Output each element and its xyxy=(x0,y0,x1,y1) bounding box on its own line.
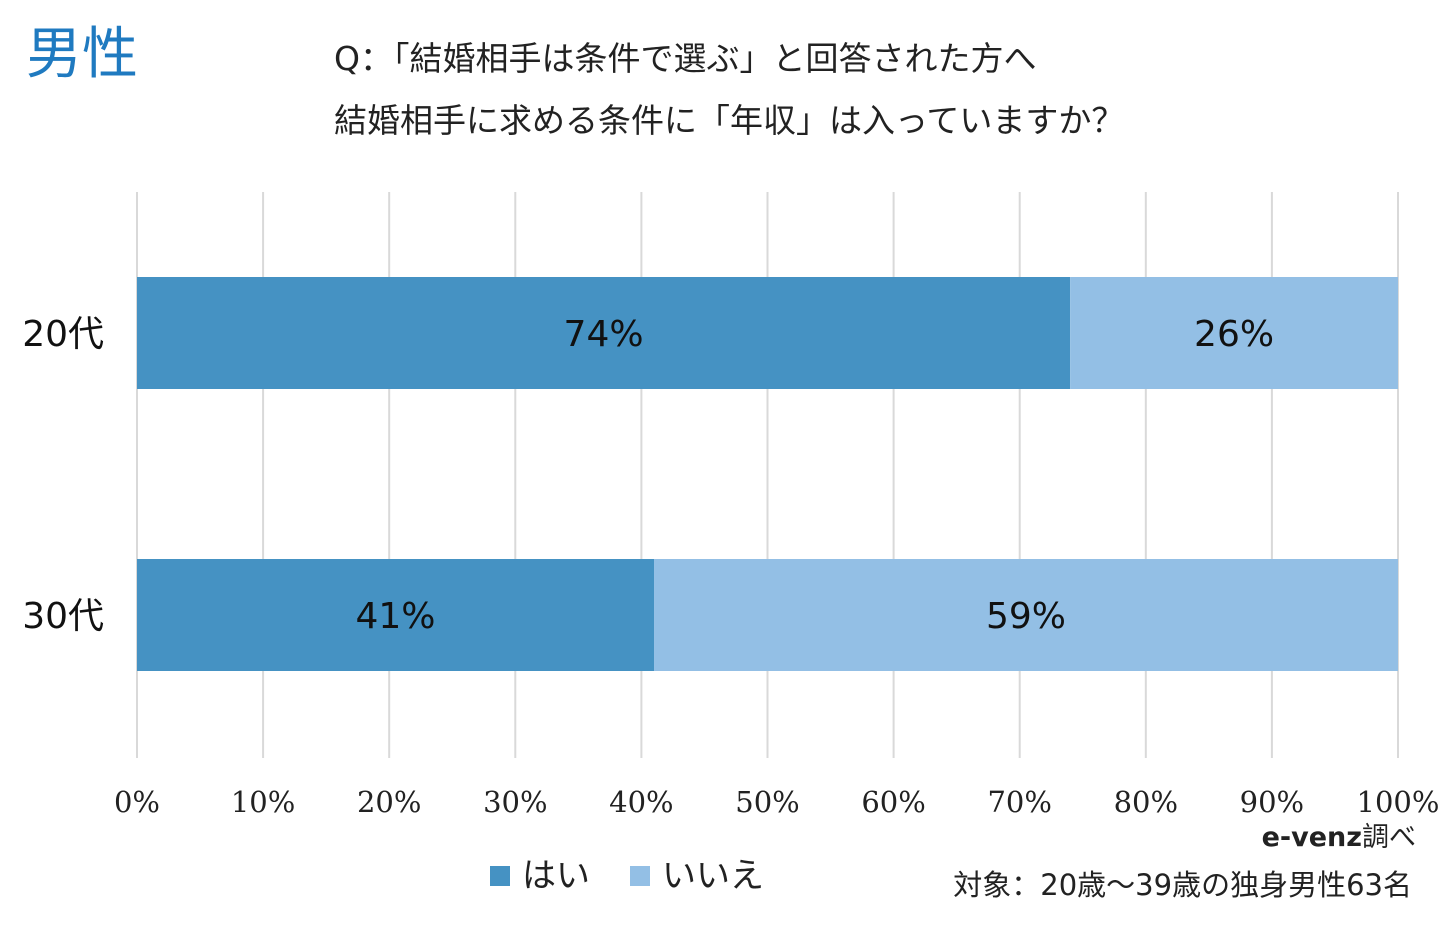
legend: はい いいえ xyxy=(490,852,804,900)
x-tick-label: 100% xyxy=(1357,785,1440,819)
grid-lines xyxy=(136,192,1399,758)
legend-item-no: いいえ xyxy=(630,852,764,900)
x-tick-label: 40% xyxy=(609,785,673,819)
question-text: Q：「結婚相手は条件で選ぶ」と回答された方へ 結婚相手に求める条件に「年収」は入… xyxy=(334,28,1124,152)
credit: e-venz調べ xyxy=(1262,820,1416,856)
data-label: 41% xyxy=(355,596,435,637)
x-tick-label: 10% xyxy=(231,785,295,819)
x-tick-label: 50% xyxy=(735,785,799,819)
credit-suffix: 調べ xyxy=(1362,822,1416,853)
bars xyxy=(137,277,1398,671)
bar-segment xyxy=(1070,277,1398,389)
data-label: 74% xyxy=(564,314,644,355)
legend-swatch-no xyxy=(630,866,650,886)
survey-target: 対象：20歳〜39歳の独身男性63名 xyxy=(953,868,1412,902)
x-tick-label: 0% xyxy=(114,785,160,819)
bar-labels: 74% 26% 41% 59% xyxy=(355,314,1274,637)
legend-label-yes: はい xyxy=(522,856,590,896)
question-line-1: Q：「結婚相手は条件で選ぶ」と回答された方へ xyxy=(334,39,1037,78)
category-labels: 20代 30代 xyxy=(22,314,104,637)
x-tick-label: 80% xyxy=(1114,785,1178,819)
gender-title: 男性 xyxy=(26,22,138,87)
bar-segment xyxy=(137,559,655,671)
stacked-bar-chart: 74% 26% 41% 59% 20代 30代 0% 10% 20% 30% 40% 50% 60%… xyxy=(22,192,1439,819)
bar-segment xyxy=(137,277,1071,389)
data-label: 26% xyxy=(1194,314,1274,355)
legend-item-yes: はい xyxy=(490,852,590,900)
x-tick-label: 90% xyxy=(1240,785,1304,819)
data-label: 59% xyxy=(986,596,1066,637)
x-tick-label: 60% xyxy=(861,785,925,819)
x-tick-label: 30% xyxy=(483,785,547,819)
credit-brand: e-venz xyxy=(1261,822,1362,853)
x-tick-label: 20% xyxy=(357,785,421,819)
legend-swatch-yes xyxy=(490,866,510,886)
category-label: 30代 xyxy=(22,596,104,637)
bar-segment xyxy=(654,559,1398,671)
legend-label-no: いいえ xyxy=(662,856,764,896)
x-tick-labels: 0% 10% 20% 30% 40% 50% 60% 70% 80% 90% 100% xyxy=(114,785,1439,819)
category-label: 20代 xyxy=(22,314,104,355)
question-line-2: 結婚相手に求める条件に「年収」は入っていますか？ xyxy=(334,101,1125,140)
x-tick-label: 70% xyxy=(987,785,1051,819)
